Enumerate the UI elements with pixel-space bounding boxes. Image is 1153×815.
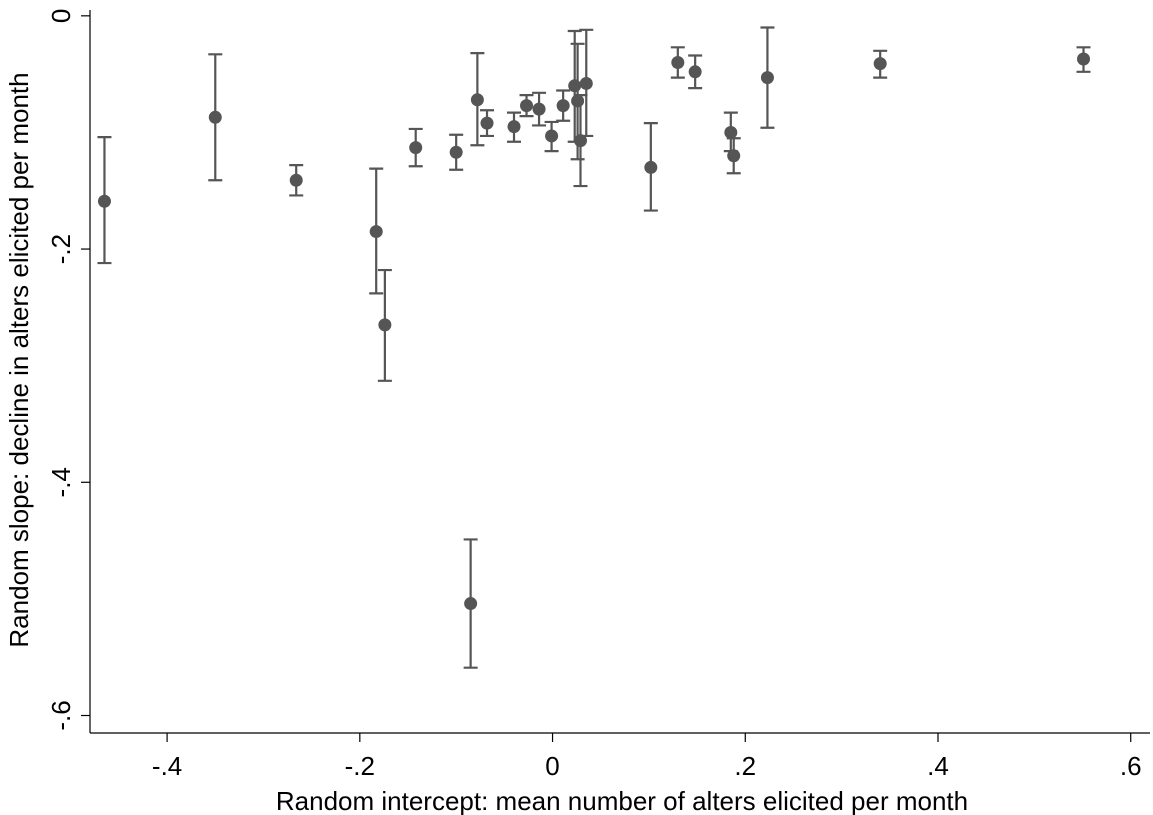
data-point (470, 93, 484, 107)
x-tick-label: -.4 (152, 751, 182, 781)
y-tick-label: 0 (46, 9, 76, 23)
data-point (449, 145, 463, 159)
x-tick-label: .4 (927, 751, 949, 781)
data-point (688, 65, 702, 79)
data-points (97, 52, 1091, 611)
x-tick-label: .6 (1120, 751, 1142, 781)
y-tick-label: -.2 (46, 234, 76, 264)
data-point (532, 102, 546, 116)
y-axis-title: Random slope: decline in alters elicited… (4, 72, 34, 647)
data-point (97, 194, 111, 208)
data-point (556, 99, 570, 113)
data-point (507, 120, 521, 134)
y-axis-ticks: 0 -.2 -.4 -.6 (46, 9, 90, 731)
data-point (573, 134, 587, 148)
y-tick-label: -.4 (46, 467, 76, 497)
data-point (571, 94, 585, 108)
x-tick-label: 0 (545, 751, 559, 781)
data-point (464, 597, 478, 611)
data-point (727, 149, 741, 163)
x-axis-ticks: -.4 -.2 0 .2 .4 .6 (152, 733, 1142, 781)
data-point (671, 55, 685, 69)
data-point (378, 318, 392, 332)
data-point (369, 225, 383, 239)
data-point (873, 57, 887, 71)
data-point (289, 173, 303, 187)
data-point (1077, 52, 1091, 66)
y-tick-label: -.6 (46, 700, 76, 730)
x-tick-label: .2 (734, 751, 756, 781)
data-point (724, 125, 738, 139)
data-point (644, 160, 658, 174)
data-point (520, 99, 534, 113)
x-axis-title: Random intercept: mean number of alters … (276, 786, 968, 815)
data-point (480, 116, 494, 130)
data-point (545, 129, 559, 143)
x-tick-label: -.2 (345, 751, 375, 781)
data-point (208, 110, 222, 124)
error-bars (97, 26, 1091, 669)
data-point (409, 141, 423, 155)
data-point (760, 71, 774, 85)
data-point (568, 79, 582, 93)
data-point (579, 76, 593, 90)
